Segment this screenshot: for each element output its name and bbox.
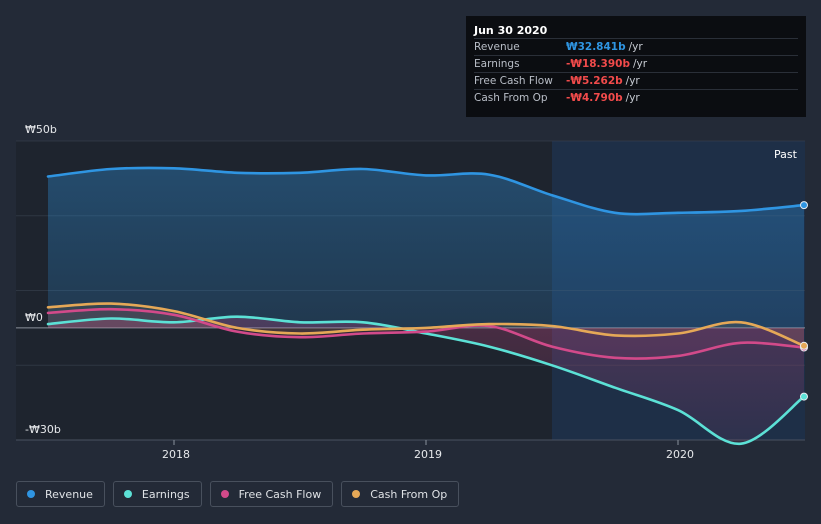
tooltip-row: Cash From Op -₩4.790b/yr <box>474 89 798 106</box>
area-revenue <box>48 167 804 328</box>
series-lines <box>46 166 806 446</box>
line-revenue <box>46 166 806 216</box>
tooltip-label: Earnings <box>474 58 520 70</box>
legend-dot-icon <box>352 490 361 498</box>
x-tick-label-2020: 2020 <box>666 448 694 461</box>
end-marker-revenue <box>800 201 808 210</box>
legend-item-earnings[interactable]: Earnings <box>112 481 202 507</box>
legend-dot-icon <box>220 490 229 498</box>
line-earnings <box>46 315 806 446</box>
tooltip-value: -₩5.262b <box>566 75 623 87</box>
tooltip-row: Earnings -₩18.390b/yr <box>474 55 798 72</box>
legend-dot-icon <box>123 490 132 498</box>
legend-item-revenue[interactable]: Revenue <box>16 481 105 507</box>
y-tick-label-zero: ₩0 <box>25 311 43 324</box>
y-tick-label-bottom: -₩30b <box>25 423 61 436</box>
tooltip-unit: /yr <box>625 92 640 104</box>
legend: Revenue Earnings Free Cash Flow Cash From O… <box>16 481 460 507</box>
tooltip-label: Cash From Op <box>474 92 548 104</box>
legend-item-free-cash-flow[interactable]: Free Cash Flow <box>209 481 334 507</box>
y-tick-label-top: ₩50b <box>25 123 57 136</box>
legend-label: Cash From Op <box>370 487 448 501</box>
tooltip: Jun 30 2020 Revenue ₩32.841b/yr Earnings -₩… <box>466 16 806 117</box>
tooltip-label: Free Cash Flow <box>474 75 553 87</box>
tooltip-unit: /yr <box>625 75 640 87</box>
tooltip-label: Revenue <box>474 41 520 53</box>
past-label: Past <box>774 148 797 161</box>
tooltip-unit: /yr <box>632 58 648 70</box>
x-tick-label-2018: 2018 <box>162 448 190 461</box>
end-marker-cash-from-op <box>800 341 808 350</box>
tooltip-unit: /yr <box>628 41 643 53</box>
legend-label: Free Cash Flow <box>238 487 322 501</box>
tooltip-row: Revenue ₩32.841b/yr <box>474 38 798 55</box>
tooltip-value: -₩18.390b <box>566 58 630 70</box>
tooltip-value: -₩4.790b <box>566 92 623 104</box>
tooltip-date: Jun 30 2020 <box>474 24 548 37</box>
line-cash-from-op <box>46 302 806 348</box>
legend-label: Revenue <box>45 487 93 501</box>
line-free-cash-flow <box>46 307 806 360</box>
tooltip-value: ₩32.841b <box>566 41 626 53</box>
area-free-cash-flow <box>48 309 804 359</box>
end-marker-earnings <box>800 392 808 401</box>
tooltip-row: Free Cash Flow -₩5.262b/yr <box>474 72 798 89</box>
legend-item-cash-from-op[interactable]: Cash From Op <box>341 481 460 507</box>
legend-dot-icon <box>27 490 35 498</box>
x-tick-label-2019: 2019 <box>414 448 442 461</box>
legend-label: Earnings <box>141 487 190 501</box>
series-end-markers <box>800 201 808 401</box>
area-earnings <box>48 316 804 444</box>
